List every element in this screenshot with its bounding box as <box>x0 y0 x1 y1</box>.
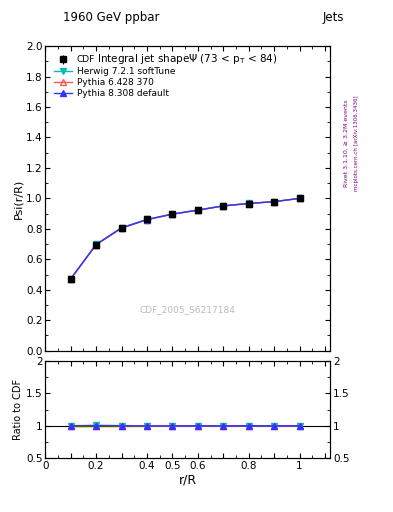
Pythia 6.428 370 <box>94 242 98 248</box>
Herwig 7.2.1 softTune <box>272 199 277 205</box>
Pythia 8.308 default <box>68 276 73 282</box>
Text: mcplots.cern.ch [arXiv:1306.3436]: mcplots.cern.ch [arXiv:1306.3436] <box>354 96 359 191</box>
Pythia 6.428 370 <box>221 203 226 209</box>
Y-axis label: Ratio to CDF: Ratio to CDF <box>13 379 23 440</box>
Pythia 6.428 370 <box>272 199 277 205</box>
Text: 1960 GeV ppbar: 1960 GeV ppbar <box>63 11 160 24</box>
Pythia 6.428 370 <box>68 276 73 282</box>
Herwig 7.2.1 softTune <box>170 211 175 217</box>
Pythia 8.308 default <box>145 217 149 223</box>
Legend: CDF, Herwig 7.2.1 softTune, Pythia 6.428 370, Pythia 8.308 default: CDF, Herwig 7.2.1 softTune, Pythia 6.428… <box>53 54 177 100</box>
Text: CDF_2005_S6217184: CDF_2005_S6217184 <box>140 305 235 314</box>
Herwig 7.2.1 softTune <box>119 225 124 231</box>
Pythia 6.428 370 <box>119 225 124 231</box>
Pythia 8.308 default <box>195 207 200 213</box>
Pythia 6.428 370 <box>170 211 175 217</box>
Pythia 8.308 default <box>297 195 302 201</box>
Herwig 7.2.1 softTune <box>145 217 149 223</box>
Pythia 8.308 default <box>119 225 124 231</box>
Pythia 6.428 370 <box>297 195 302 201</box>
Herwig 7.2.1 softTune <box>246 200 251 206</box>
Y-axis label: Psi(r/R): Psi(r/R) <box>13 178 23 219</box>
Herwig 7.2.1 softTune <box>221 203 226 209</box>
Herwig 7.2.1 softTune <box>297 195 302 201</box>
Pythia 8.308 default <box>170 211 175 217</box>
Herwig 7.2.1 softTune <box>94 241 98 247</box>
Text: Rivet 3.1.10, ≥ 3.2M events: Rivet 3.1.10, ≥ 3.2M events <box>344 99 349 187</box>
Pythia 8.308 default <box>272 199 277 205</box>
Pythia 6.428 370 <box>246 201 251 207</box>
Line: Herwig 7.2.1 softTune: Herwig 7.2.1 softTune <box>68 195 303 282</box>
Pythia 6.428 370 <box>195 207 200 214</box>
X-axis label: r/R: r/R <box>178 474 197 487</box>
Pythia 6.428 370 <box>145 217 149 223</box>
Line: Pythia 8.308 default: Pythia 8.308 default <box>68 195 303 282</box>
Text: Integral jet shape$\Psi$ (73 < p$_\mathrm{T}$ < 84): Integral jet shape$\Psi$ (73 < p$_\mathr… <box>97 52 278 66</box>
Pythia 8.308 default <box>221 203 226 209</box>
Line: Pythia 6.428 370: Pythia 6.428 370 <box>68 195 303 282</box>
Herwig 7.2.1 softTune <box>68 276 73 282</box>
Text: Jets: Jets <box>322 11 344 24</box>
Pythia 8.308 default <box>246 200 251 206</box>
Herwig 7.2.1 softTune <box>195 207 200 213</box>
Pythia 8.308 default <box>94 242 98 248</box>
